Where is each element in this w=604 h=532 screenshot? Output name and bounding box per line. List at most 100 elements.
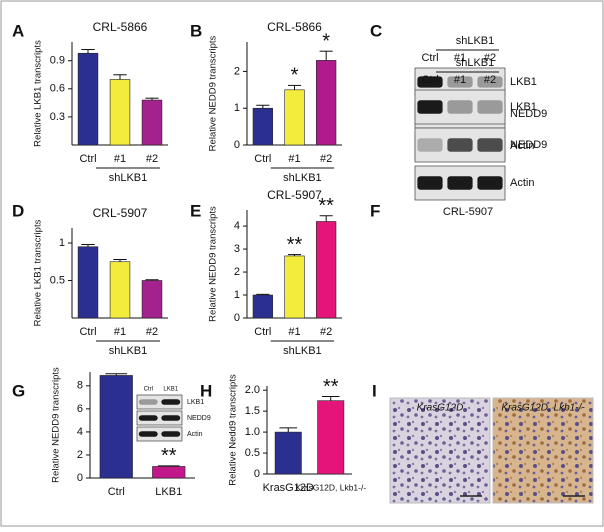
blot-group-label: shLKB1 <box>456 35 495 47</box>
x-tick-label: #2 <box>146 153 158 165</box>
blot-column-label: Ctrl <box>144 387 153 393</box>
y-axis-label: Relative LKB1 transcripts <box>33 219 44 326</box>
blot-band <box>477 100 503 114</box>
blot-group-label: shLKB1 <box>456 57 495 69</box>
chart-title: CRL-5907 <box>267 188 322 202</box>
y-tick-label: 0.5 <box>50 274 65 286</box>
x-tick-label: Ctrl <box>254 153 271 165</box>
y-axis-label: Relative Nedd9 transcripts <box>228 374 239 486</box>
histology-image <box>492 397 594 504</box>
chart-title: CRL-5866 <box>267 20 322 34</box>
blot-column-label: LKB1 <box>163 387 178 393</box>
bar <box>284 89 305 146</box>
bar <box>284 255 305 319</box>
significance: ** <box>287 234 303 256</box>
blot-row-label: NEDD9 <box>510 108 547 120</box>
x-tick-label: #1 <box>288 326 300 338</box>
blot-column-label: #1 <box>454 52 466 64</box>
blot-row-label: Actin <box>510 177 534 189</box>
histology-label: KrasG12D <box>417 403 464 414</box>
blot-band <box>138 415 158 421</box>
panel-label: B <box>190 21 202 40</box>
x-tick-label: LKB1 <box>155 486 182 498</box>
y-tick-label: 0 <box>234 312 240 324</box>
histology-label: KrasG12D, Lkb1-/- <box>501 403 585 414</box>
significance: ** <box>318 195 334 217</box>
significance: ** <box>323 376 339 398</box>
y-tick-label: 2 <box>234 266 240 278</box>
blot-band <box>417 176 443 190</box>
blot-row-label: LKB1 <box>510 101 537 113</box>
blot-column-label: #2 <box>484 74 496 86</box>
group-label: shLKB1 <box>109 345 148 357</box>
blot-band <box>417 138 443 152</box>
y-tick-label: 0 <box>254 468 260 480</box>
y-tick-label: 4 <box>234 220 240 232</box>
x-tick-label: #1 <box>288 153 300 165</box>
blot-caption: CRL-5907 <box>443 206 493 218</box>
y-tick-label: 1.5 <box>245 405 260 417</box>
panel-label: E <box>190 201 201 220</box>
histology-image <box>389 397 491 504</box>
x-tick-label: #2 <box>146 326 158 338</box>
panel-label: G <box>12 381 25 400</box>
bar <box>252 294 273 319</box>
group-label: shLKB1 <box>283 172 322 184</box>
panel-label: I <box>372 381 377 400</box>
bar <box>317 400 345 475</box>
blot-band <box>477 76 503 88</box>
y-tick-label: 6 <box>77 403 83 415</box>
panel-label: C <box>370 21 382 40</box>
bar <box>99 375 133 479</box>
blot-band <box>447 138 473 152</box>
y-tick-label: 3 <box>234 243 240 255</box>
group-label: shLKB1 <box>109 172 148 184</box>
blot-band <box>447 176 473 190</box>
y-tick-label: 2.0 <box>245 384 260 396</box>
blot-strip <box>136 410 183 426</box>
x-tick-label: #1 <box>114 153 126 165</box>
blot-row-label: LKB1 <box>187 399 204 406</box>
bar <box>316 60 337 146</box>
blot-row-label: NEDD9 <box>187 415 211 422</box>
bar <box>252 107 273 146</box>
y-tick-label: 4 <box>77 426 83 438</box>
panel-label: A <box>12 21 24 40</box>
blot-band <box>161 399 181 405</box>
panel-label: F <box>370 201 380 220</box>
x-tick-label: KrasG12D <box>263 482 314 494</box>
y-tick-label: 1.0 <box>245 426 260 438</box>
blot-band <box>477 138 503 152</box>
blot-band <box>138 431 158 437</box>
x-tick-label: #2 <box>320 326 332 338</box>
y-axis-label: Relative NEDD9 transcripts <box>208 35 219 151</box>
blot-band <box>161 415 181 421</box>
blot-column-label: #1 <box>454 74 466 86</box>
bar <box>77 52 99 146</box>
panel-label: H <box>200 381 212 400</box>
significance: * <box>291 65 299 87</box>
blot-row-label: Actin <box>187 431 203 438</box>
bar <box>152 466 186 479</box>
x-tick-label: Ctrl <box>79 153 96 165</box>
y-tick-label: 2 <box>234 65 240 77</box>
y-tick-label: 2 <box>77 449 83 461</box>
y-tick-label: 0.5 <box>245 447 260 459</box>
group-label: shLKB1 <box>283 345 322 357</box>
blot-column-label: Ctrl <box>421 74 438 86</box>
x-tick-label: KrasG12D, Lkb1-/- <box>295 482 366 492</box>
blot-row-label: Actin <box>510 140 534 152</box>
blot-row-label: LKB1 <box>510 76 537 88</box>
x-tick-label: #2 <box>320 153 332 165</box>
blot-band <box>447 100 473 114</box>
blot-row-label: NEDD9 <box>510 139 547 151</box>
y-tick-label: 1 <box>234 289 240 301</box>
blot-band <box>477 176 503 190</box>
x-tick-label: Ctrl <box>254 326 271 338</box>
blot-strip <box>136 394 183 410</box>
y-tick-label: 0 <box>234 139 240 151</box>
y-tick-label: 1 <box>234 102 240 114</box>
y-tick-label: 1 <box>59 237 65 249</box>
significance: ** <box>161 445 177 467</box>
y-axis-label: Relative NEDD9 transcripts <box>51 367 62 483</box>
